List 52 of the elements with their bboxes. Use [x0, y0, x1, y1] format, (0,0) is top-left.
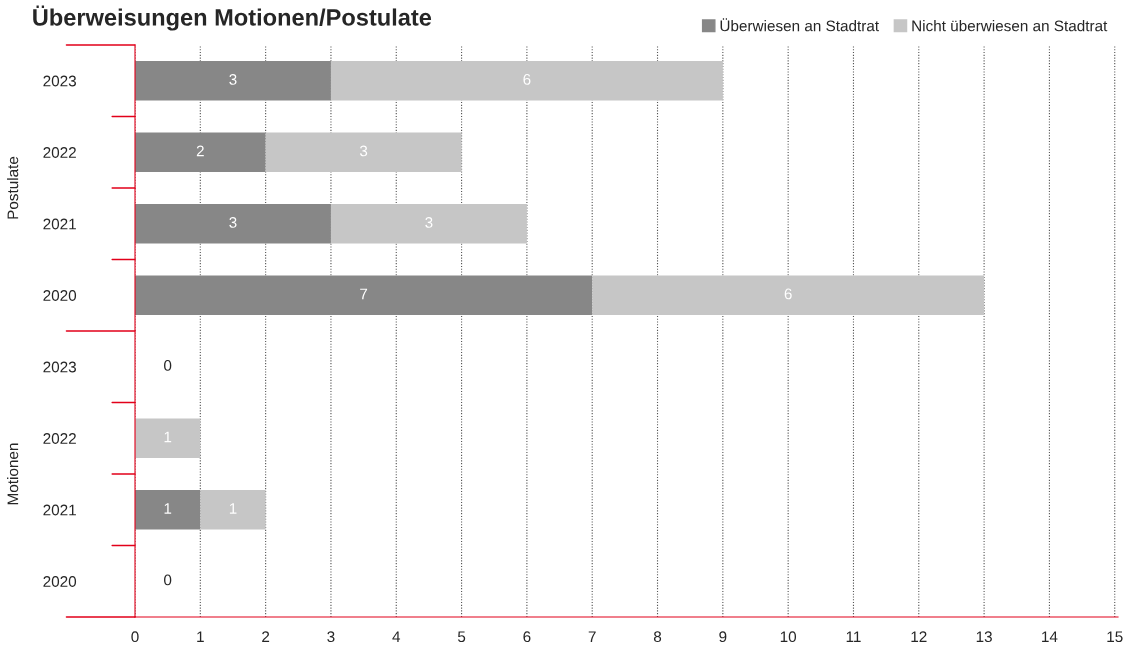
y-tick-label: 2020	[43, 290, 77, 301]
data-label: 3	[229, 74, 237, 85]
legend-label: Nicht überwiesen an Stadtrat	[912, 20, 1108, 32]
data-label: 6	[784, 288, 792, 300]
y-tick-label: 2023	[43, 361, 76, 373]
x-tick-label: 10	[780, 631, 797, 643]
data-label: 2	[196, 145, 204, 157]
x-tick-label: 3	[327, 631, 335, 643]
data-label: 6	[523, 74, 531, 85]
total-label: 0	[164, 360, 172, 371]
x-tick-label: 1	[197, 631, 204, 642]
bar	[135, 61, 331, 101]
x-tick-label: 15	[1107, 631, 1123, 643]
text: Postulate	[7, 156, 19, 219]
x-tick-label: 14	[1042, 631, 1058, 642]
bar	[265, 132, 462, 172]
text: Motionen	[7, 443, 19, 505]
x-tick-label: 12	[911, 631, 927, 642]
data-label: 1	[164, 431, 172, 443]
legend-label: Überwiesen an Stadtrat	[720, 18, 879, 32]
y-tick-label: 2021	[43, 504, 76, 516]
bar	[135, 275, 593, 315]
x-tick-label: 8	[653, 631, 662, 643]
y-tick-label: 2021	[43, 218, 76, 230]
total-label: 0	[164, 574, 172, 586]
x-tick-label: 0	[131, 631, 139, 643]
x-tick-label: 5	[457, 631, 466, 643]
bar	[200, 490, 266, 530]
data-label: 1	[164, 503, 172, 514]
y-tick-label: 2022	[43, 147, 76, 158]
x-tick-label: 7	[588, 631, 596, 642]
bar	[135, 132, 266, 172]
data-label: 3	[359, 145, 368, 157]
x-tick-label: 13	[976, 631, 992, 643]
y-tick-label: 2023	[43, 75, 76, 87]
y-tick-label: 2020	[43, 576, 77, 587]
x-tick-label: 4	[392, 631, 401, 642]
bar	[135, 418, 201, 458]
bar	[135, 490, 201, 530]
y-tick-label: 2022	[43, 433, 76, 444]
chart-title: Überweisungen Motionen/Postulate	[33, 5, 432, 31]
bar	[330, 61, 723, 101]
x-tick-label: 9	[719, 631, 727, 643]
x-tick-label: 11	[846, 631, 861, 642]
x-tick-label: 2	[262, 631, 270, 642]
bar	[330, 204, 527, 244]
data-label: 7	[360, 288, 368, 300]
bar	[592, 275, 985, 315]
data-label: 3	[229, 217, 237, 228]
data-label: 3	[425, 217, 433, 228]
x-tick-label: 6	[523, 631, 531, 643]
bar	[135, 204, 331, 244]
